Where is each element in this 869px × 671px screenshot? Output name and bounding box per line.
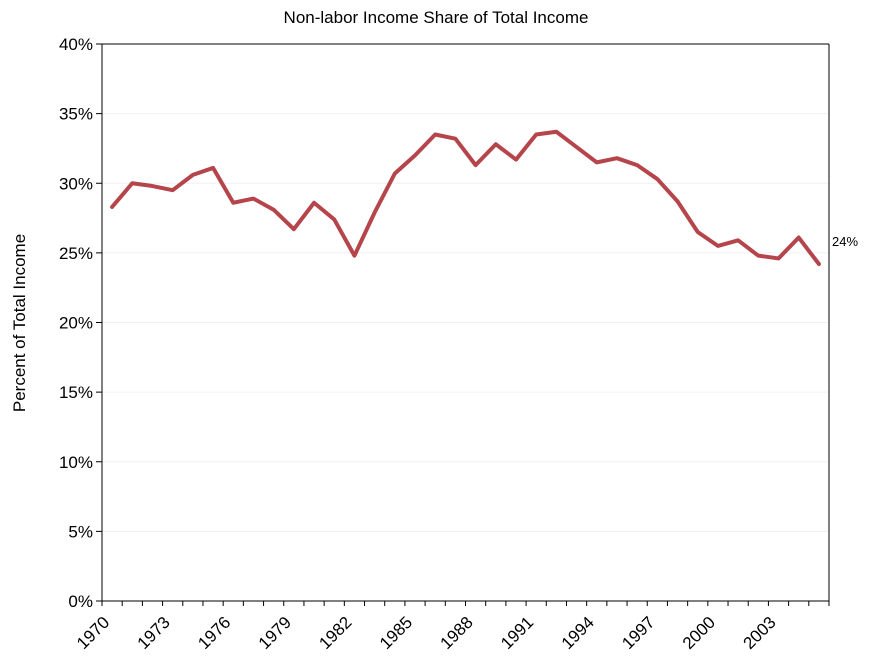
y-axis-label: Percent of Total Income <box>10 234 29 412</box>
y-tick-label: 15% <box>59 383 93 402</box>
y-axis-ticks: 0% 5% 10% 15% 20% 25% 30% 35% 40% <box>59 35 102 611</box>
y-tick-label: 25% <box>59 244 93 263</box>
x-tick-label: 2003 <box>739 613 779 653</box>
x-tick-label: 1994 <box>558 613 598 653</box>
series-group <box>110 129 821 267</box>
gridlines <box>102 113 829 532</box>
x-tick-label: 1985 <box>376 613 416 653</box>
end-value-label: 24% <box>832 234 858 249</box>
chart-title: Non-labor Income Share of Total Income <box>284 8 589 27</box>
y-tick-label: 40% <box>59 35 93 54</box>
x-tick-label: 1982 <box>315 613 355 653</box>
x-tick-label: 1997 <box>618 613 658 653</box>
y-tick-label: 10% <box>59 453 93 472</box>
y-tick-label: 30% <box>59 174 93 193</box>
x-tick-label: 1991 <box>497 613 537 653</box>
x-tick-label: 1976 <box>194 613 234 653</box>
x-tick-label: 1973 <box>134 613 174 653</box>
x-tick-label: 1988 <box>437 613 477 653</box>
y-tick-label: 0% <box>68 592 93 611</box>
y-tick-label: 20% <box>59 314 93 333</box>
x-axis-ticks: 1970 1973 1976 1979 1982 1985 1988 1991 1994 1997… <box>73 601 830 653</box>
series-line <box>110 129 821 267</box>
y-tick-label: 5% <box>68 522 93 541</box>
x-tick-label: 2000 <box>679 613 719 653</box>
y-tick-label: 35% <box>59 105 93 124</box>
x-tick-label: 1970 <box>73 613 113 653</box>
x-tick-label: 1979 <box>255 613 295 653</box>
